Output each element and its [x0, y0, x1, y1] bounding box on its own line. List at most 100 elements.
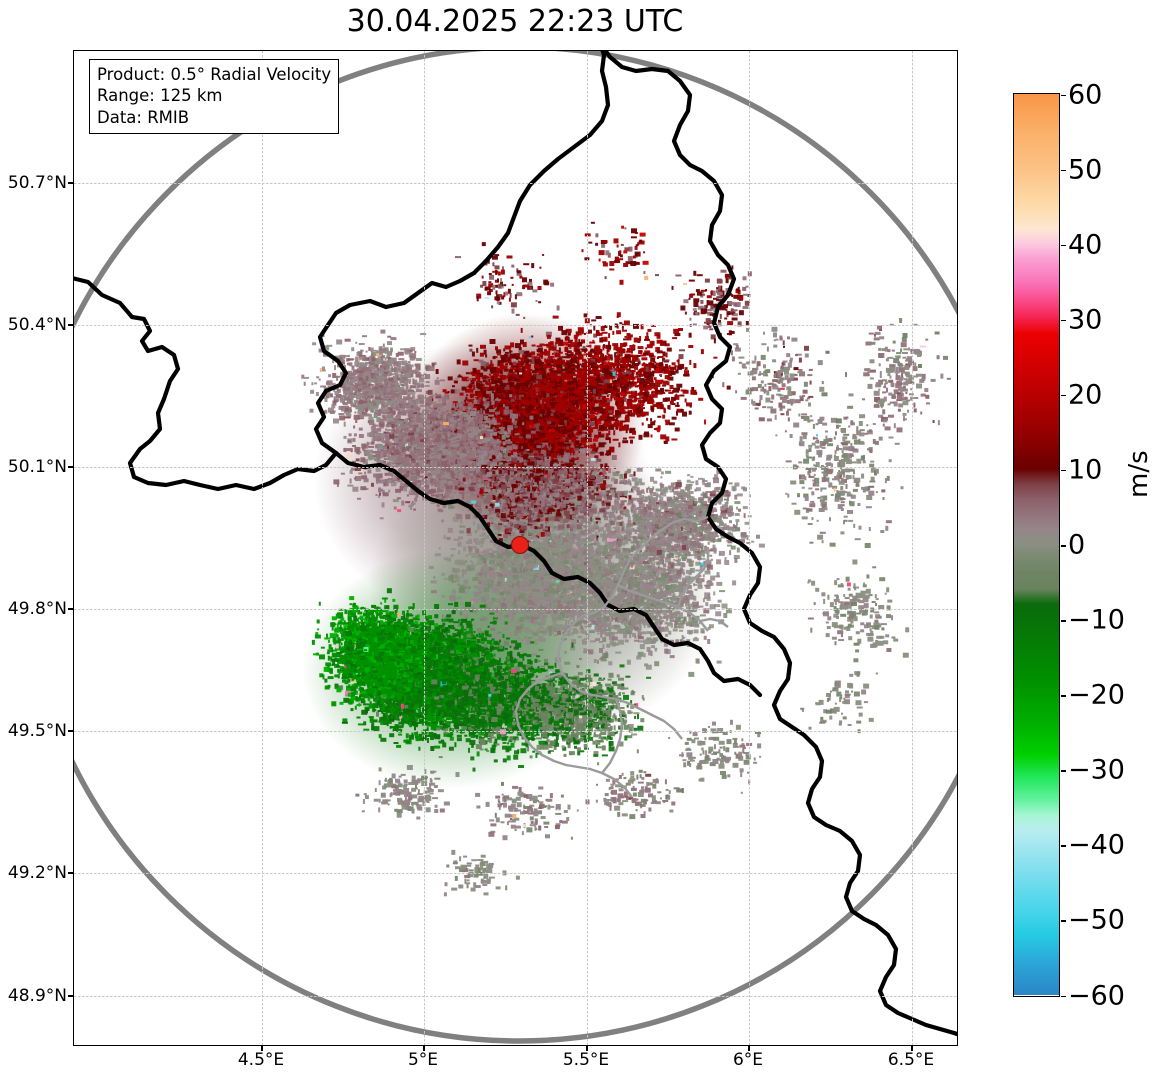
y-tick-mark: [68, 324, 73, 326]
colorbar-band: [1014, 484, 1059, 500]
colorbar-band: [1014, 574, 1059, 590]
gridline-vertical: [912, 51, 913, 1045]
colorbar-band: [1014, 281, 1059, 305]
colorbar-band: [1014, 589, 1059, 605]
x-tick-label: 6.5°E: [866, 1050, 956, 1070]
x-tick-label: 5.5°E: [541, 1050, 631, 1070]
gridline-vertical: [587, 51, 588, 1045]
colorbar-unit-label: m/s: [1124, 450, 1154, 498]
y-tick-label: 49.2°N: [1, 863, 67, 883]
gridline-vertical: [262, 51, 263, 1045]
colorbar-tick-mark: [1061, 920, 1066, 922]
y-tick-mark: [68, 182, 73, 184]
x-tick-mark: [748, 1046, 750, 1051]
colorbar-band: [1014, 964, 1059, 995]
colorbar-band: [1014, 304, 1059, 320]
colorbar-tick-label: 0: [1068, 530, 1085, 561]
colorbar-band: [1014, 777, 1059, 800]
colorbar-band: [1014, 544, 1059, 560]
gridline-horizontal: [74, 325, 957, 326]
gridline-horizontal: [74, 467, 957, 468]
page-title: 30.04.2025 22:23 UTC: [0, 4, 1030, 39]
y-tick-mark: [68, 995, 73, 997]
radar-site-marker: [511, 536, 529, 554]
colorbar-band: [1014, 169, 1059, 207]
colorbar-band: [1014, 829, 1059, 860]
colorbar-band: [1014, 604, 1059, 635]
colorbar-band: [1014, 814, 1059, 830]
colorbar-tick-label: −20: [1068, 680, 1125, 711]
y-tick-label: 49.8°N: [1, 599, 67, 619]
colorbar-tick-label: −60: [1068, 980, 1125, 1011]
info-box: Product: 0.5° Radial Velocity Range: 125…: [89, 59, 340, 135]
colorbar-band: [1014, 934, 1059, 965]
colorbar-band: [1014, 319, 1059, 335]
colorbar-tick-mark: [1061, 620, 1066, 622]
y-tick-label: 50.4°N: [1, 315, 67, 335]
y-tick-label: 49.5°N: [1, 721, 67, 741]
colorbar-band: [1014, 514, 1059, 530]
colorbar-band: [1014, 259, 1059, 282]
colorbar-tick-mark: [1061, 545, 1066, 547]
colorbar-band: [1014, 206, 1059, 230]
colorbar-tick-mark: [1061, 94, 1066, 96]
y-tick-mark: [68, 608, 73, 610]
gridline-vertical: [424, 51, 425, 1045]
colorbar-tick-mark: [1061, 845, 1066, 847]
y-tick-mark: [68, 466, 73, 468]
colorbar-band: [1014, 859, 1059, 905]
y-tick-mark: [68, 872, 73, 874]
gridline-vertical: [749, 51, 750, 1045]
gridline-horizontal: [74, 731, 957, 732]
colorbar-tick-label: −30: [1068, 755, 1125, 786]
gridline-horizontal: [74, 873, 957, 874]
colorbar-band: [1014, 634, 1059, 680]
colorbar-tick-mark: [1061, 469, 1066, 472]
colorbar-tick-mark: [1061, 394, 1066, 397]
gridline-horizontal: [74, 996, 957, 997]
x-tick-mark: [586, 1046, 588, 1051]
colorbar-tick-mark: [1061, 995, 1066, 997]
colorbar-tick-mark: [1061, 169, 1066, 172]
y-tick-label: 48.9°N: [1, 986, 67, 1006]
colorbar: [1013, 93, 1060, 997]
y-tick-label: 50.7°N: [1, 173, 67, 193]
y-tick-mark: [68, 730, 73, 732]
colorbar-band: [1014, 679, 1059, 725]
colorbar-tick-mark: [1061, 244, 1066, 247]
info-range: Range: 125 km: [97, 85, 331, 106]
colorbar-band: [1014, 469, 1059, 485]
colorbar-band: [1014, 131, 1059, 170]
colorbar-tick-mark: [1061, 319, 1066, 322]
x-tick-mark: [911, 1046, 913, 1051]
x-tick-label: 4.5°E: [216, 1050, 306, 1070]
colorbar-band: [1014, 424, 1059, 470]
colorbar-tick-label: 10: [1068, 454, 1102, 485]
colorbar-band: [1014, 559, 1059, 575]
colorbar-band: [1014, 334, 1059, 380]
colorbar-tick-label: 50: [1068, 154, 1102, 185]
colorbar-band: [1014, 244, 1059, 260]
y-tick-label: 50.1°N: [1, 457, 67, 477]
x-tick-mark: [261, 1046, 263, 1051]
colorbar-tick-mark: [1061, 695, 1066, 697]
colorbar-tick-mark: [1061, 770, 1066, 772]
colorbar-tick-label: 40: [1068, 229, 1102, 260]
colorbar-tick-label: 20: [1068, 379, 1102, 410]
colorbar-tick-label: −10: [1068, 605, 1125, 636]
colorbar-band: [1014, 379, 1059, 425]
colorbar-band: [1014, 94, 1059, 132]
x-tick-label: 6°E: [703, 1050, 793, 1070]
gridline-horizontal: [74, 609, 957, 610]
colorbar-tick-label: −40: [1068, 830, 1125, 861]
x-tick-label: 5°E: [378, 1050, 468, 1070]
info-product: Product: 0.5° Radial Velocity: [97, 64, 331, 85]
colorbar-tick-label: −50: [1068, 905, 1125, 936]
colorbar-band: [1014, 799, 1059, 815]
colorbar-band: [1014, 724, 1059, 755]
x-tick-mark: [423, 1046, 425, 1051]
colorbar-tick-label: 30: [1068, 304, 1102, 335]
country-borders: [74, 51, 957, 1037]
colorbar-band: [1014, 904, 1059, 935]
